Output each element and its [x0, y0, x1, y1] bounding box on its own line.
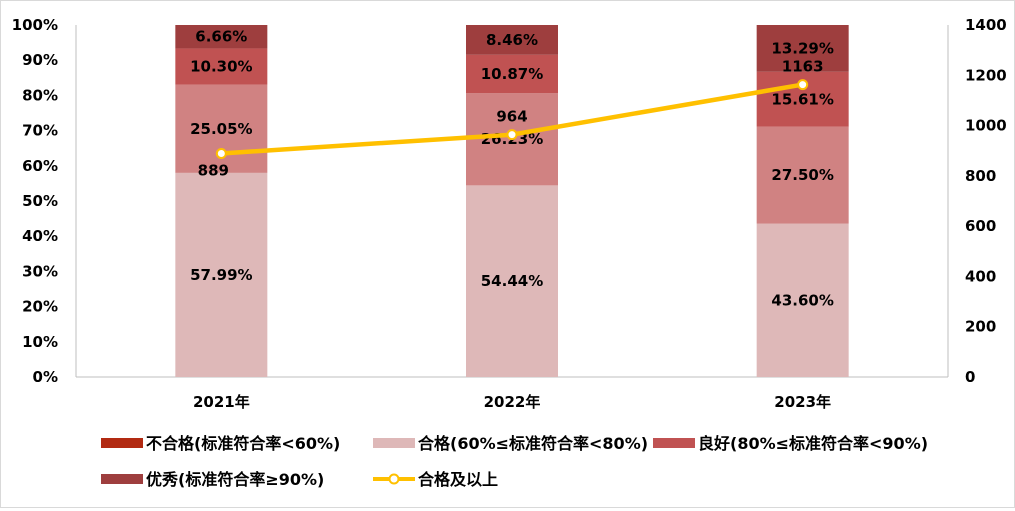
line-data-label: 964 [496, 108, 527, 126]
left-tick-label: 20% [22, 298, 58, 316]
right-tick-label: 200 [965, 318, 996, 336]
bar-data-label: 57.99% [190, 266, 252, 284]
bar-data-label: 10.30% [190, 58, 252, 76]
left-tick-label: 0% [33, 368, 58, 386]
right-tick-label: 1200 [965, 66, 1007, 84]
left-tick-label: 50% [22, 192, 58, 210]
left-tick-label: 60% [22, 157, 58, 175]
bar-data-label: 10.87% [481, 65, 543, 83]
bar-data-label: 6.66% [195, 28, 247, 46]
left-tick-label: 40% [22, 227, 58, 245]
x-tick-label: 2023年 [774, 393, 831, 411]
bar-segment [756, 223, 849, 377]
legend-label: 合格及以上 [418, 470, 498, 489]
right-tick-label: 400 [965, 267, 996, 285]
x-tick-label: 2022年 [484, 393, 541, 411]
line-point [506, 129, 518, 141]
line-data-label: 1163 [782, 58, 824, 76]
legend-label: 不合格(标准符合率<60%) [146, 434, 340, 453]
bar-segment [756, 126, 849, 224]
left-tick-label: 30% [22, 262, 58, 280]
left-tick-label: 70% [22, 122, 58, 140]
bar-segment [175, 48, 268, 85]
right-tick-label: 0 [965, 368, 975, 386]
right-tick-label: 1000 [965, 117, 1007, 135]
bar-data-label: 54.44% [481, 272, 543, 290]
bar-segment [466, 185, 558, 377]
left-tick-label: 10% [22, 333, 58, 351]
right-tick-label: 1400 [965, 16, 1007, 34]
bar-segment [466, 25, 558, 55]
bar-data-label: 25.05% [190, 120, 252, 138]
legend-swatch [101, 474, 143, 484]
bar-data-label: 8.46% [486, 31, 538, 49]
bar-data-label: 15.61% [771, 90, 833, 108]
bar-data-label: 13.29% [771, 39, 833, 57]
bar-segment [175, 25, 268, 49]
legend-label: 合格(60%≤标准符合率<80%) [418, 434, 648, 453]
line-point [215, 147, 227, 159]
left-tick-label: 100% [12, 16, 58, 34]
legend-swatch [653, 438, 695, 448]
x-tick-label: 2021年 [193, 393, 250, 411]
left-tick-label: 80% [22, 86, 58, 104]
bar-segment [466, 54, 558, 94]
bar-segment [756, 25, 849, 72]
legend-label: 良好(80%≤标准符合率<90%) [698, 434, 928, 453]
right-tick-label: 600 [965, 217, 996, 235]
legend-swatch [101, 438, 143, 448]
right-tick-label: 800 [965, 167, 996, 185]
bar-data-label: 43.60% [771, 291, 833, 309]
bar-data-label: 27.50% [771, 166, 833, 184]
bar-segment [175, 172, 268, 377]
legend-marker [388, 473, 400, 485]
left-tick-label: 90% [22, 51, 58, 69]
line-point [797, 79, 809, 91]
legend-swatch [373, 438, 415, 448]
line-data-label: 889 [198, 161, 229, 179]
legend-label: 优秀(标准符合率≥90%) [146, 470, 324, 489]
